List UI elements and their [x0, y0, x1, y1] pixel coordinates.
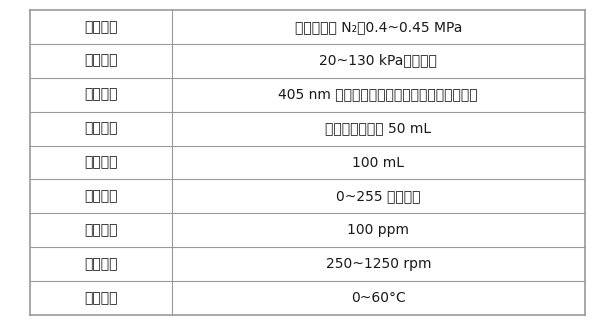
Text: 反应压力: 反应压力 — [84, 54, 118, 68]
Text: 0~60°C: 0~60°C — [351, 291, 406, 305]
Text: 置换气体为 N₂，0.4~0.45 MPa: 置换气体为 N₂，0.4~0.45 MPa — [295, 20, 462, 34]
Text: 置换次数: 置换次数 — [84, 189, 118, 203]
Text: 反应体积: 反应体积 — [84, 122, 118, 136]
Text: 反应气体: 反应气体 — [84, 20, 118, 34]
Text: 搅拌速度: 搅拌速度 — [84, 257, 118, 271]
Text: 100 ppm: 100 ppm — [347, 223, 409, 237]
Text: 20~130 kPa，可调节: 20~130 kPa，可调节 — [319, 54, 437, 68]
Text: 405 nm 激光发生器（标配），可选配其它波长: 405 nm 激光发生器（标配），可选配其它波长 — [278, 88, 478, 102]
Text: 置换效率: 置换效率 — [84, 223, 118, 237]
Text: 反应空余体积约 50 mL: 反应空余体积约 50 mL — [325, 122, 431, 136]
Text: 100 mL: 100 mL — [352, 155, 404, 170]
Text: 反应温度: 反应温度 — [84, 291, 118, 305]
Text: 激光光源: 激光光源 — [84, 88, 118, 102]
Text: 0~255 次可调节: 0~255 次可调节 — [336, 189, 421, 203]
Text: 反应溶液: 反应溶液 — [84, 155, 118, 170]
Text: 250~1250 rpm: 250~1250 rpm — [326, 257, 431, 271]
